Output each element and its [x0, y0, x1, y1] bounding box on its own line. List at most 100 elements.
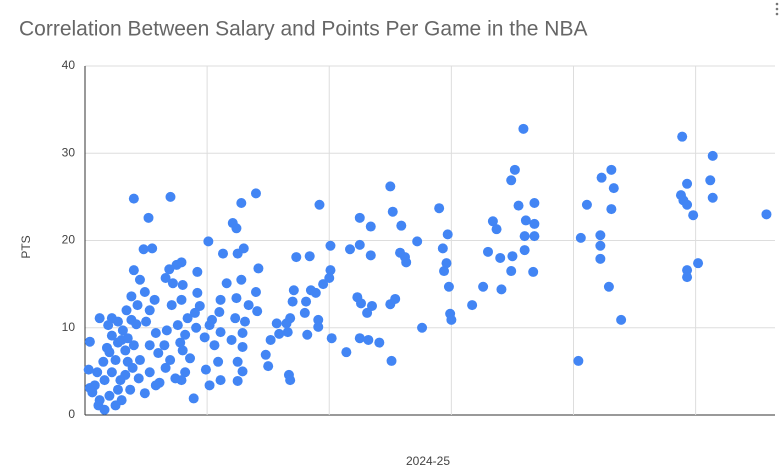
point — [434, 203, 445, 214]
point — [677, 131, 688, 142]
point — [200, 364, 211, 375]
point — [573, 355, 584, 366]
point — [231, 293, 242, 304]
point — [139, 286, 150, 297]
point — [143, 212, 154, 223]
point — [507, 251, 518, 262]
point — [513, 200, 524, 211]
point — [110, 355, 121, 366]
point — [385, 299, 396, 310]
point — [354, 239, 365, 250]
point — [304, 251, 315, 262]
y-tick-label: 30 — [62, 145, 76, 159]
point — [230, 313, 241, 324]
point — [299, 307, 310, 318]
point — [188, 393, 199, 404]
point — [104, 390, 115, 401]
point — [127, 362, 138, 373]
point — [164, 264, 175, 275]
point — [250, 286, 261, 297]
point — [236, 197, 247, 208]
point — [237, 341, 248, 352]
point — [84, 382, 95, 393]
point — [236, 274, 247, 285]
point — [171, 259, 182, 270]
point — [528, 266, 539, 277]
point — [231, 223, 242, 234]
point — [705, 175, 716, 186]
point — [324, 273, 335, 284]
point — [133, 373, 144, 384]
point — [285, 375, 296, 386]
point — [167, 278, 178, 289]
point — [147, 243, 158, 254]
point — [106, 330, 117, 341]
point — [596, 172, 607, 183]
point — [112, 316, 123, 327]
point — [282, 327, 293, 338]
point — [506, 266, 517, 277]
point — [199, 332, 210, 343]
point — [387, 206, 398, 217]
point — [250, 188, 261, 199]
point — [682, 265, 693, 276]
point — [616, 314, 627, 325]
point — [443, 281, 454, 292]
point — [192, 266, 203, 277]
point — [177, 345, 188, 356]
point — [232, 356, 243, 367]
point — [122, 333, 133, 344]
point — [354, 212, 365, 223]
point — [99, 404, 110, 415]
point — [120, 369, 131, 380]
point — [243, 300, 254, 311]
point — [180, 329, 191, 340]
point — [180, 367, 191, 378]
point — [214, 307, 225, 318]
point — [491, 224, 502, 235]
point — [529, 231, 540, 242]
point — [112, 384, 123, 395]
point — [274, 328, 285, 339]
point — [606, 204, 617, 215]
point — [153, 348, 164, 359]
point — [232, 375, 243, 386]
point — [606, 164, 617, 175]
point — [191, 322, 202, 333]
point — [106, 367, 117, 378]
point — [362, 307, 373, 318]
point — [213, 356, 224, 367]
point — [519, 245, 530, 256]
point — [99, 375, 110, 386]
point — [182, 313, 193, 324]
y-axis-title: PTS — [19, 235, 33, 258]
point — [302, 329, 313, 340]
point — [496, 284, 507, 295]
point — [301, 296, 312, 307]
point — [688, 210, 699, 221]
point — [313, 321, 324, 332]
point — [104, 347, 115, 358]
point — [239, 316, 250, 327]
point — [325, 265, 336, 276]
point — [92, 367, 103, 378]
point — [203, 236, 214, 247]
point — [439, 266, 450, 277]
point — [519, 231, 530, 242]
point — [263, 361, 274, 372]
point — [365, 221, 376, 232]
point — [131, 319, 142, 330]
point — [271, 318, 282, 329]
point — [172, 320, 183, 331]
point — [176, 294, 187, 305]
point — [166, 300, 177, 311]
point — [150, 327, 161, 338]
point — [288, 285, 299, 296]
menu-icon[interactable] — [775, 2, 779, 16]
y-tick-label: 10 — [62, 320, 76, 334]
point — [260, 349, 271, 360]
point — [325, 240, 336, 251]
point — [134, 274, 145, 285]
point — [281, 318, 292, 329]
